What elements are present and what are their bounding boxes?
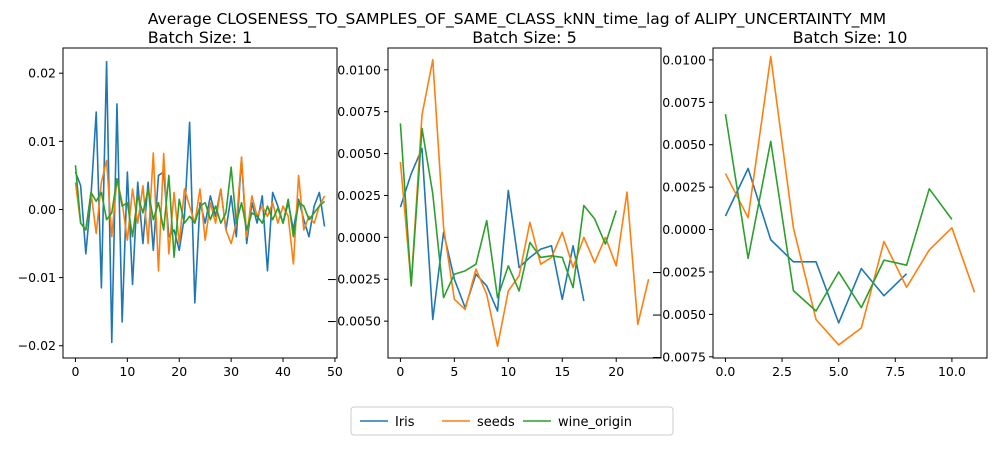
legend: Iris seeds wine_origin <box>350 406 674 436</box>
legend-label-wine-origin: wine_origin <box>558 415 632 430</box>
x-tick-label: 7.5 <box>885 364 905 379</box>
panel-title: Batch Size: 1 <box>148 28 253 47</box>
x-tick-label: 20 <box>608 364 624 379</box>
y-tick-label: −0.0050 <box>327 314 381 329</box>
legend-box <box>350 406 674 436</box>
y-tick-label: −0.01 <box>18 270 56 285</box>
y-tick-label: −0.02 <box>18 338 56 353</box>
x-tick-label: 2.5 <box>772 364 792 379</box>
x-tick-label: 0 <box>71 364 79 379</box>
y-tick-label: 0.0000 <box>337 230 381 245</box>
x-tick-label: 15 <box>554 364 570 379</box>
series-line-wine-origin <box>724 114 953 312</box>
y-tick-label: 0.0025 <box>662 180 706 195</box>
panel-title: Batch Size: 5 <box>472 28 577 47</box>
y-tick-label: 0.0000 <box>662 222 706 237</box>
y-tick-label: 0.0050 <box>337 146 381 161</box>
series-group <box>74 60 326 344</box>
axes-frame <box>387 47 662 359</box>
series-group <box>724 55 976 346</box>
y-tick-label: −0.0025 <box>652 264 706 279</box>
axes-frame <box>712 47 988 359</box>
series-group <box>399 58 650 348</box>
axes-frame <box>62 47 338 359</box>
x-tick-label: 30 <box>223 364 239 379</box>
y-tick-label: 0.0075 <box>337 104 381 119</box>
x-tick-label: 5 <box>450 364 458 379</box>
y-tick-label: 0.01 <box>28 134 56 149</box>
x-tick-label: 10 <box>119 364 135 379</box>
x-tick-label: 5.0 <box>829 364 849 379</box>
x-tick-label: 20 <box>171 364 187 379</box>
y-tick-label: 0.02 <box>28 66 56 81</box>
figure-title: Average CLOSENESS_TO_SAMPLES_OF_SAME_CLA… <box>148 10 886 29</box>
y-tick-label: 0.00 <box>28 202 56 217</box>
y-tick-label: 0.0100 <box>337 62 381 77</box>
series-line-wine-origin <box>399 123 617 299</box>
series-line-seeds <box>724 55 976 346</box>
legend-label-Iris: Iris <box>395 415 415 430</box>
series-line-seeds <box>399 58 650 348</box>
legend-label-seeds: seeds <box>477 415 515 430</box>
chart-panel-2: 0 5 10 15 20 −0.0050 −0.0025 0.0000 0.0025 0.0050… <box>327 28 662 379</box>
chart-panel-1: 0 10 20 30 40 50 −0.02 −0.01 0.00 0.01 0.02 Batch S… <box>18 28 343 379</box>
x-tick-label: 10.0 <box>938 364 966 379</box>
x-tick-label: 50 <box>327 364 343 379</box>
y-tick-label: 0.0025 <box>337 188 381 203</box>
x-tick-label: 0.0 <box>716 364 736 379</box>
y-tick-label: −0.0050 <box>652 307 706 322</box>
panel-title: Batch Size: 10 <box>793 28 908 47</box>
series-line-wine-origin <box>74 165 326 258</box>
x-tick-label: 10 <box>500 364 516 379</box>
x-tick-label: 0 <box>396 364 404 379</box>
y-tick-label: 0.0050 <box>662 137 706 152</box>
y-tick-label: 0.0075 <box>662 95 706 110</box>
x-tick-label: 40 <box>275 364 291 379</box>
y-tick-label: −0.0025 <box>327 272 381 287</box>
series-line-Iris <box>724 167 908 324</box>
y-tick-label: 0.0100 <box>662 52 706 67</box>
chart-panel-3: 0.0 2.5 5.0 7.5 10.0 −0.0075 −0.0050 −0.0025 0.0… <box>652 28 988 379</box>
y-tick-label: −0.0075 <box>652 349 706 364</box>
